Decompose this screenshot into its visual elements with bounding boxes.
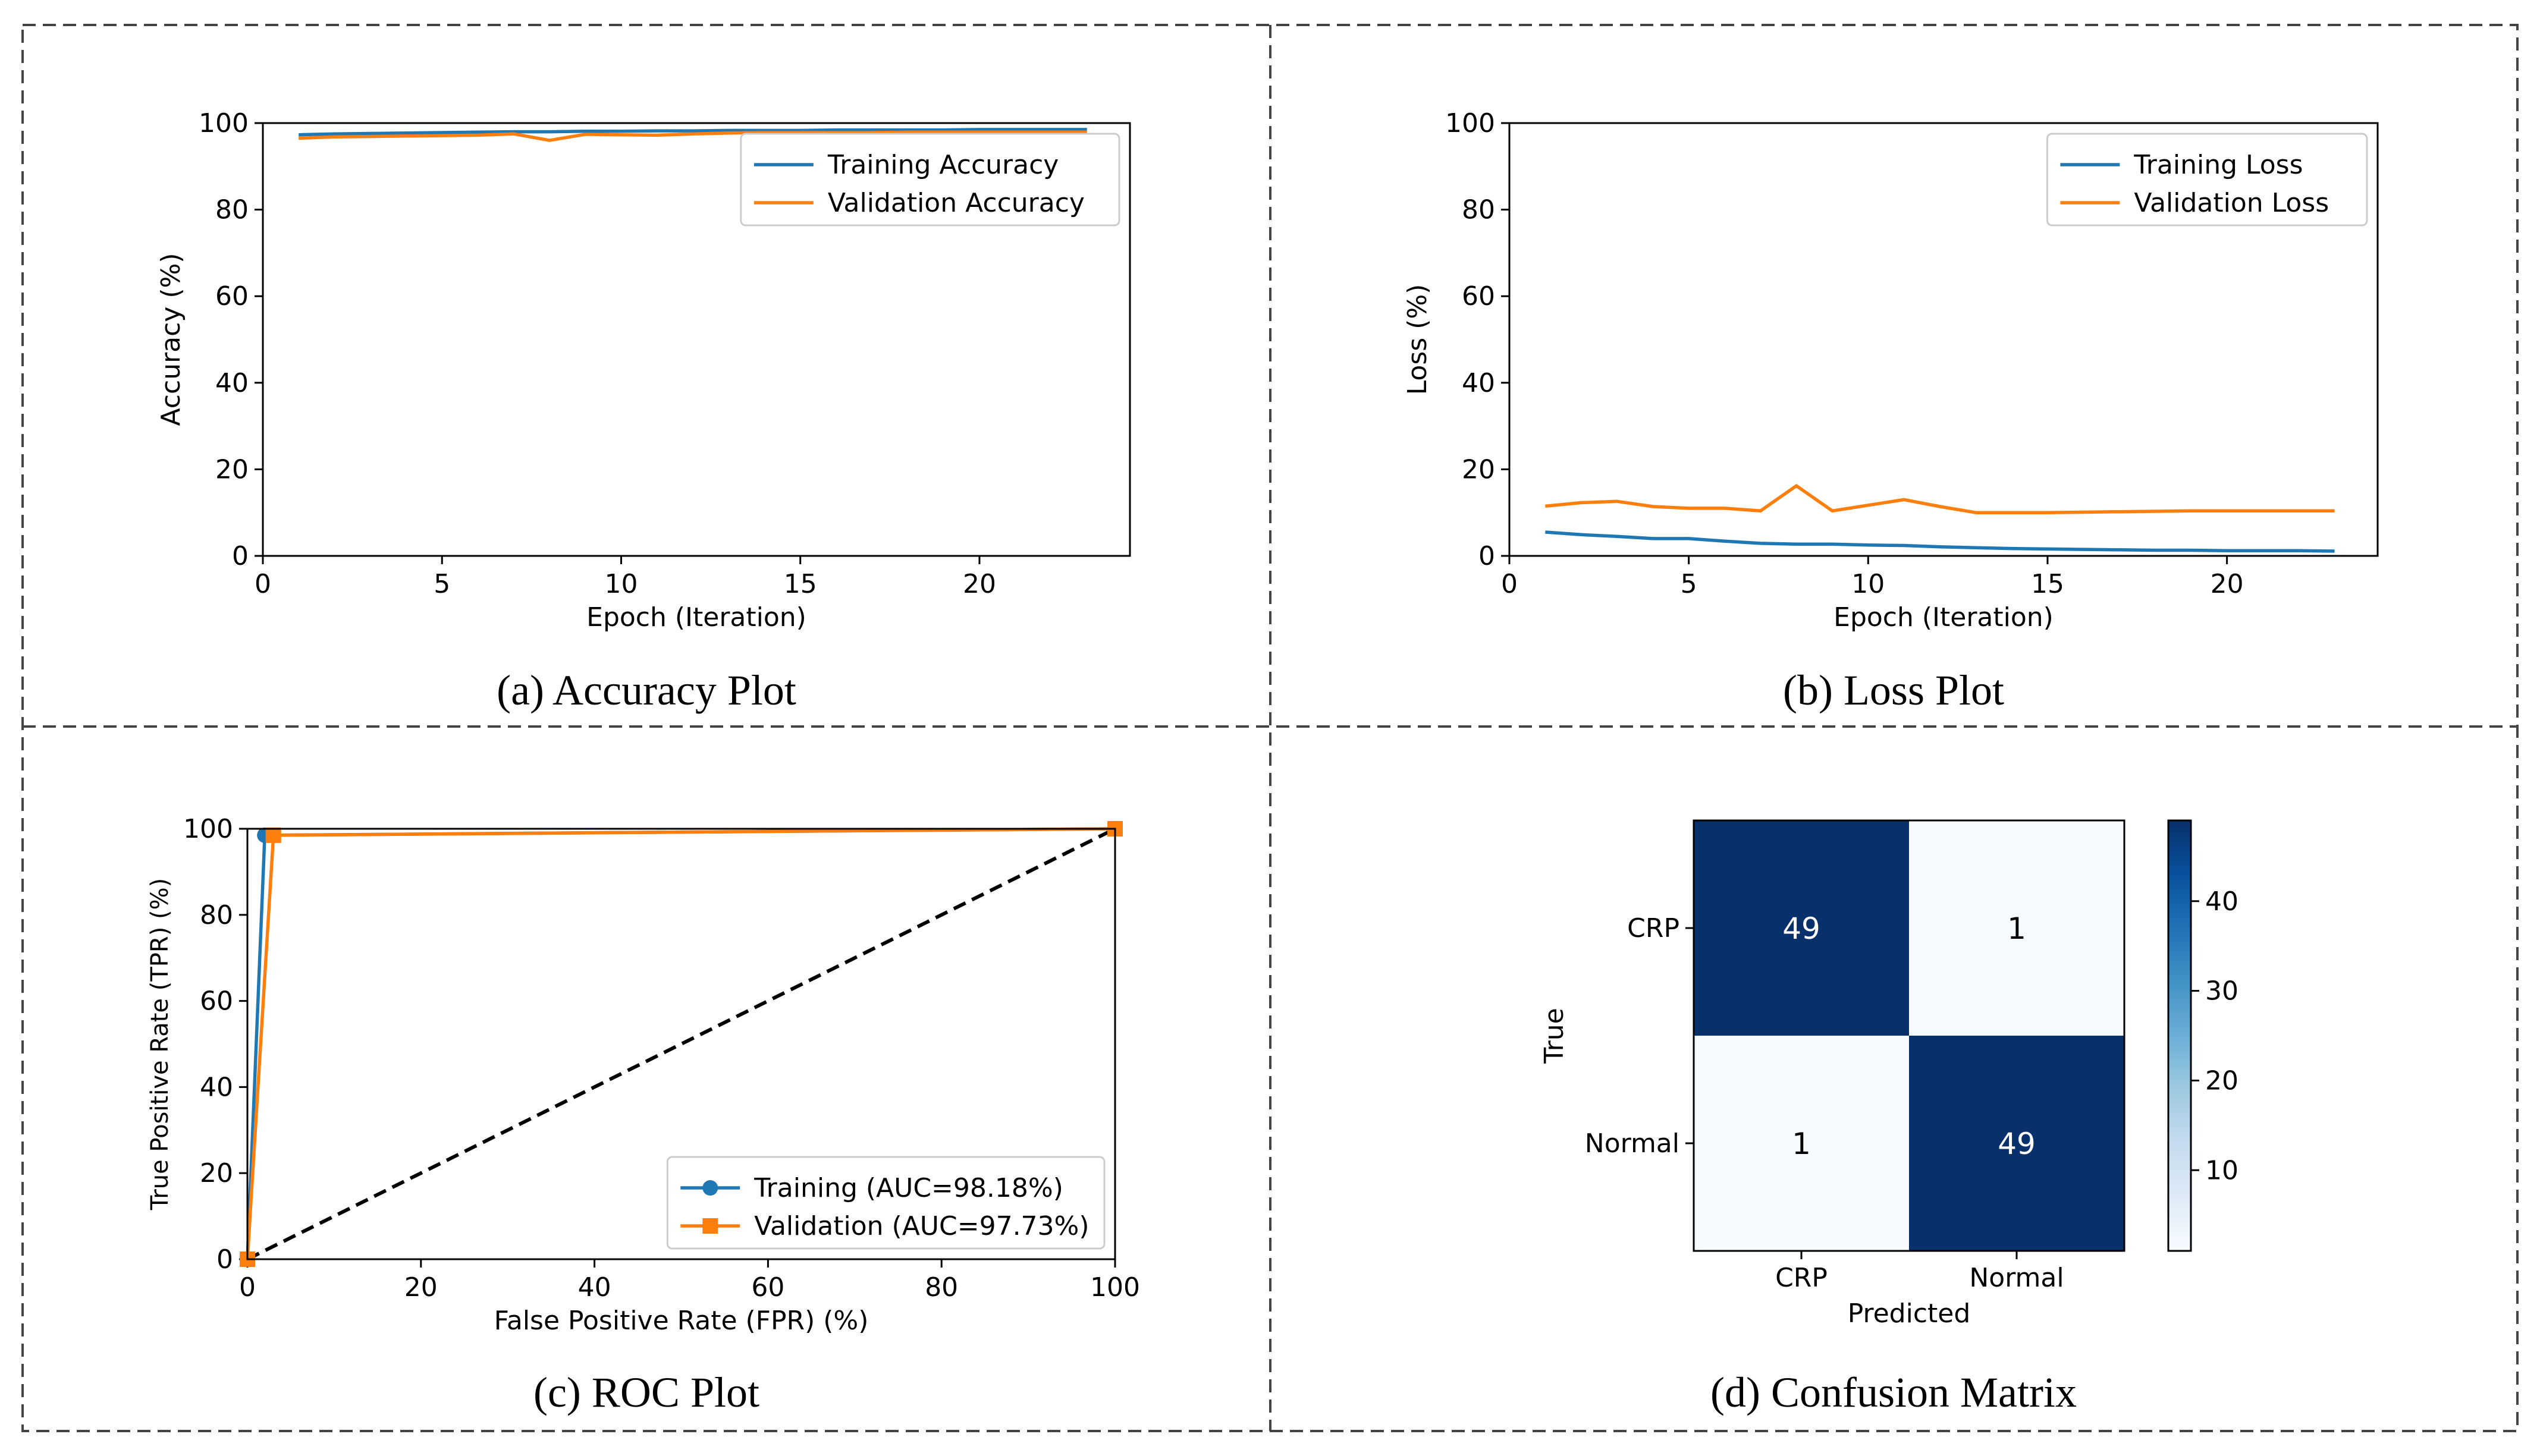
x-tick-label: 0 <box>1501 569 1518 599</box>
legend-marker <box>702 1218 718 1234</box>
x-tick-label: 0 <box>255 569 271 599</box>
accuracy-caption: (a) Accuracy Plot <box>497 666 796 714</box>
cm-cell-value: 1 <box>1792 1127 1811 1161</box>
colorbar-tick-label: 10 <box>2205 1155 2238 1185</box>
loss-caption: (b) Loss Plot <box>1783 666 2004 714</box>
confusion-matrix-marks: 49 1 1 49 CRP Normal CRP Normal Predicted True 10 2… <box>1539 819 2238 1329</box>
cm-cell-crp-normal <box>1909 820 2124 1036</box>
y-axis-label: Loss (%) <box>1402 284 1433 395</box>
series-line-training-loss <box>1545 530 2335 553</box>
x-tick-label: 5 <box>1681 569 1697 599</box>
x-tick-label: 5 <box>434 569 450 599</box>
y-tick-label: 60 <box>1462 281 1495 312</box>
colorbar-tick-label: 40 <box>2205 886 2238 917</box>
cm-cell-value: 49 <box>1782 911 1820 946</box>
y-tick-label: 80 <box>1462 195 1495 225</box>
roc-plot-marks: 0 20 40 60 80 100 0 20 40 60 80 100 False Positive R… <box>146 814 1140 1336</box>
y-tick-label: 40 <box>1462 368 1495 398</box>
y-tick-label: 80 <box>200 900 233 930</box>
y-axis-label: Accuracy (%) <box>156 253 186 426</box>
x-tick-label: 20 <box>963 569 996 599</box>
y-tick-label: 40 <box>215 368 249 398</box>
confusion-matrix: 49 1 1 49 CRP Normal CRP Normal Predicted True 10 2… <box>1539 819 2238 1416</box>
legend-marker <box>702 1180 718 1196</box>
y-tick-label: 0 <box>1478 541 1495 571</box>
legend: Training Loss Validation Loss <box>2046 133 2368 227</box>
panel-borders <box>21 24 2519 1432</box>
x-tick-label: 10 <box>604 569 638 599</box>
legend-label: Training Accuracy <box>827 150 1059 180</box>
x-tick-label: 10 <box>1851 569 1885 599</box>
x-tick-label: 15 <box>784 569 817 599</box>
cm-y-axis-label: True <box>1539 1008 1569 1064</box>
plot-frame <box>246 828 1116 1260</box>
legend-box <box>666 1156 1106 1250</box>
y-tick-label: 40 <box>200 1072 233 1102</box>
x-tick-label: 100 <box>1090 1272 1140 1303</box>
series-line-training-accuracy <box>299 128 1087 137</box>
plot-frame <box>262 122 1131 557</box>
x-tick-label: 60 <box>751 1272 784 1303</box>
cm-cell-normal-normal <box>1909 1036 2124 1251</box>
y-tick-label: 20 <box>1462 454 1495 485</box>
x-axis-label: False Positive Rate (FPR) (%) <box>494 1306 869 1336</box>
roc-caption: (c) ROC Plot <box>533 1369 759 1416</box>
x-axis-label: Epoch (Iteration) <box>1833 602 2054 633</box>
series-line-validation-loss <box>1545 484 2335 514</box>
confusion-caption: (d) Confusion Matrix <box>1710 1369 2077 1416</box>
legend-label: Validation Accuracy <box>828 188 1085 218</box>
y-axis-label: True Positive Rate (TPR) (%) <box>146 878 174 1211</box>
y-tick-label: 100 <box>1445 108 1495 139</box>
legend-label: Training (AUC=98.18%) <box>753 1173 1063 1203</box>
series-line-validation-accuracy <box>299 130 1087 142</box>
x-tick-label: 20 <box>404 1272 438 1303</box>
legend-label: Validation Loss <box>2134 188 2329 218</box>
y-tick-label: 0 <box>216 1244 233 1275</box>
y-tick-label: 100 <box>183 814 233 844</box>
cm-cell-value: 1 <box>2007 911 2026 946</box>
legend-box <box>740 133 1120 227</box>
y-tick-label: 80 <box>215 195 249 225</box>
accuracy-plot: 0 5 10 15 20 0 20 40 60 80 100 Epoch (Iteration) Acc… <box>156 108 1131 714</box>
x-tick-label: 15 <box>2031 569 2064 599</box>
x-tick-label: 0 <box>239 1272 256 1303</box>
cm-row-label: Normal <box>1585 1128 1679 1159</box>
legend: Training (AUC=98.18%) Validation (AUC=97.… <box>666 1156 1106 1250</box>
legend-label: Validation (AUC=97.73%) <box>754 1211 1089 1241</box>
series-marker <box>265 827 281 843</box>
cm-row-label: CRP <box>1627 913 1679 944</box>
cm-cell-crp-crp <box>1694 820 1909 1036</box>
y-tick-label: 20 <box>200 1158 233 1188</box>
loss-plot-marks: 0 5 10 15 20 0 20 40 60 80 100 Epoch (Iteration) Los… <box>1402 108 2379 633</box>
accuracy-plot-marks: 0 5 10 15 20 0 20 40 60 80 100 Epoch (Iteration) Acc… <box>156 108 1131 633</box>
colorbar-tick-label: 20 <box>2205 1065 2238 1096</box>
plot-frame <box>1508 122 2379 557</box>
cm-col-label: Normal <box>1969 1263 2064 1293</box>
y-tick-label: 20 <box>215 454 249 485</box>
y-tick-label: 60 <box>215 281 249 312</box>
colorbar-tick-label: 30 <box>2205 976 2238 1007</box>
cm-col-label: CRP <box>1775 1263 1828 1293</box>
x-tick-label: 20 <box>2211 569 2244 599</box>
cm-cell-normal-crp <box>1694 1036 1909 1251</box>
legend: Training Accuracy Validation Accuracy <box>740 133 1120 227</box>
colorbar <box>2167 819 2192 1252</box>
loss-plot: 0 5 10 15 20 0 20 40 60 80 100 Epoch (Iteration) Los… <box>1402 108 2379 714</box>
legend-label: Training Loss <box>2133 150 2303 180</box>
y-tick-label: 0 <box>232 541 249 571</box>
x-axis-label: Epoch (Iteration) <box>586 602 806 633</box>
y-tick-label: 60 <box>200 986 233 1017</box>
cm-cell-value: 49 <box>1998 1127 2036 1161</box>
y-tick-label: 100 <box>199 108 249 139</box>
cm-frame <box>1693 819 2125 1252</box>
roc-plot: 0 20 40 60 80 100 0 20 40 60 80 100 False Positive R… <box>146 814 1140 1416</box>
legend-box <box>2046 133 2368 227</box>
cm-x-axis-label: Predicted <box>1848 1298 1971 1329</box>
x-tick-label: 40 <box>578 1272 611 1303</box>
x-tick-label: 80 <box>925 1272 958 1303</box>
